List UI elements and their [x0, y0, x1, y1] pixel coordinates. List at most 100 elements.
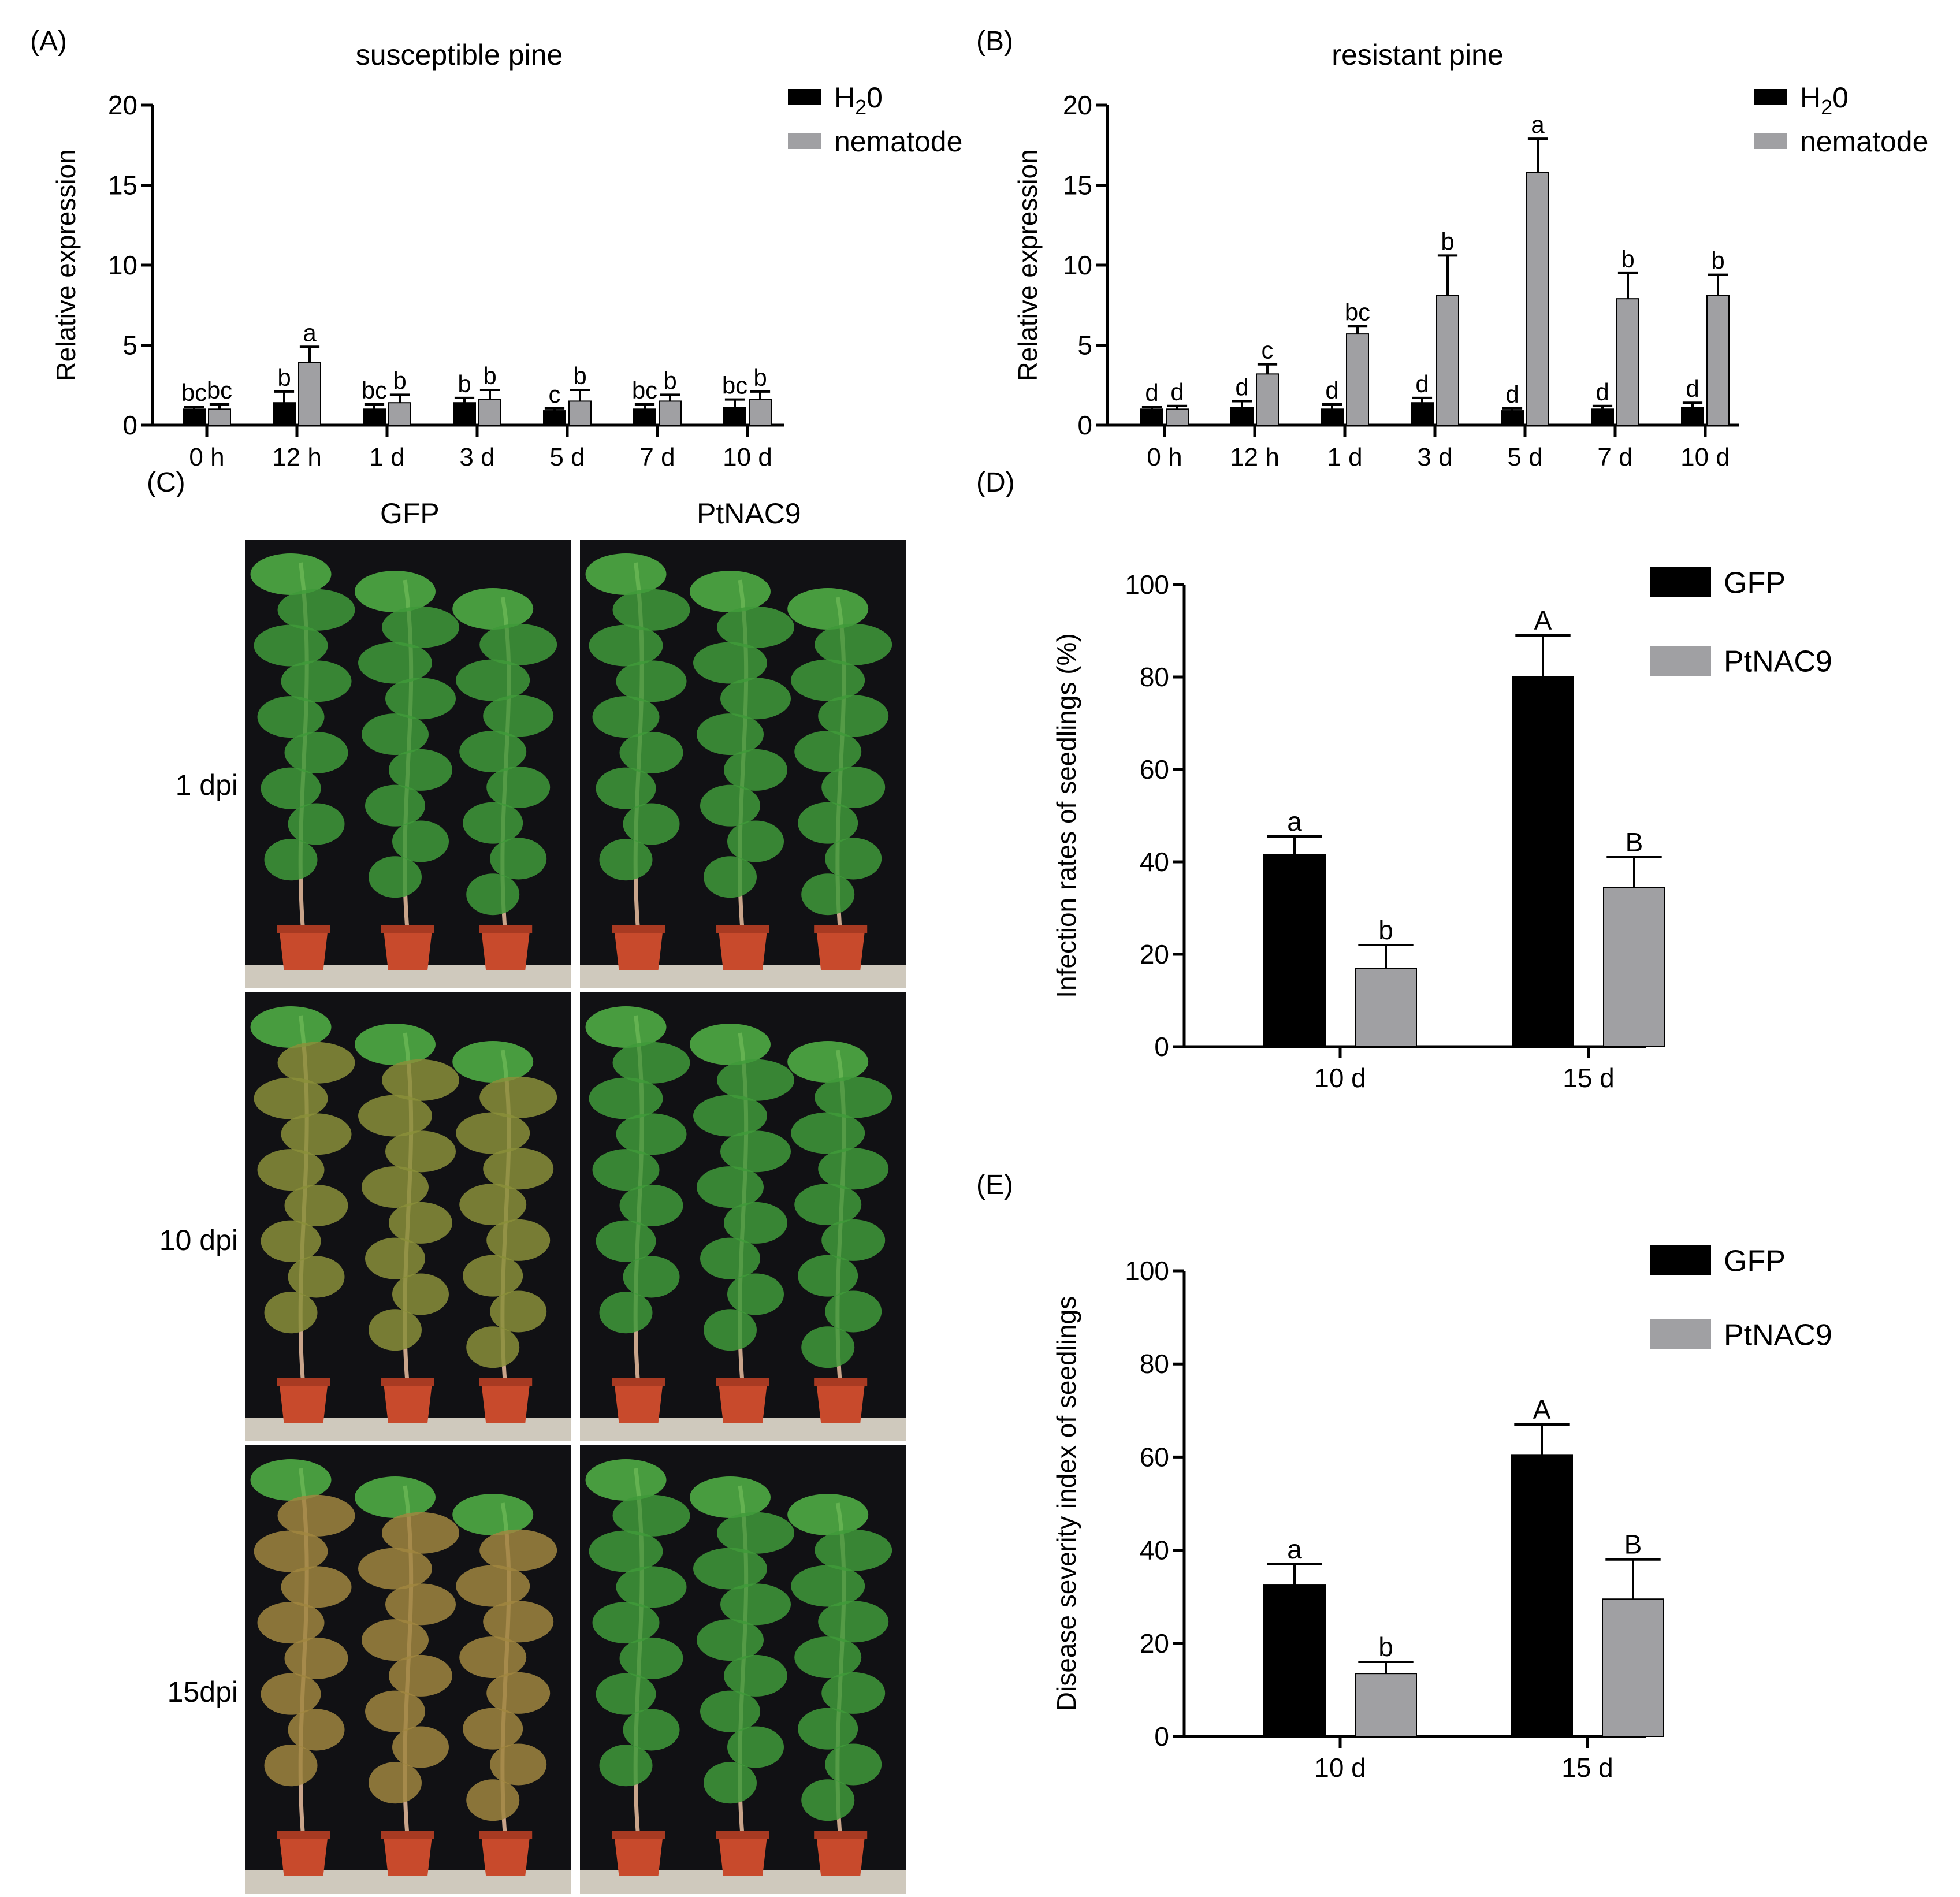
x-tick-label: 15 d: [1563, 1063, 1615, 1093]
chart-a: susceptible pine 0 5 10 15 20 Relative express…: [51, 39, 962, 471]
legend-swatch: [788, 89, 821, 105]
significance-label: d: [1325, 377, 1338, 404]
bar: [1166, 408, 1189, 426]
significance-label: b: [1621, 246, 1634, 273]
significance-label: A: [1533, 1394, 1551, 1424]
x-tick-label: 3 d: [459, 443, 494, 471]
bar: [1616, 298, 1639, 426]
significance-label: b: [483, 362, 496, 389]
x-tick-label: 7 d: [1597, 443, 1632, 471]
x-tick-label: 10 d: [1314, 1753, 1366, 1783]
bar: [298, 362, 321, 426]
bar: [363, 408, 386, 426]
y-tick-label: 0: [1154, 1032, 1169, 1062]
significance-label: a: [1531, 111, 1545, 138]
legend-label: nematode: [1800, 125, 1928, 158]
photo-row-label-10dpi: 10 dpi: [159, 1224, 238, 1256]
significance-label: bc: [722, 372, 747, 399]
bar: [659, 400, 682, 426]
significance-label: b: [1378, 1632, 1393, 1662]
x-tick-label: 15 d: [1561, 1753, 1613, 1783]
significance-label: B: [1626, 827, 1643, 857]
significance-label: d: [1686, 375, 1699, 402]
bar: [1591, 408, 1614, 426]
legend-label: H20: [834, 81, 883, 119]
bar: [273, 402, 296, 426]
significance-label: c: [549, 381, 561, 408]
legend-label: GFP: [1724, 1245, 1786, 1278]
significance-label: d: [1170, 378, 1184, 406]
bar: [1411, 402, 1434, 426]
y-axis-label: Infection rates of seedlings (%): [1051, 633, 1081, 998]
panel-letter-a: (A): [30, 26, 67, 57]
seedling-photo: [580, 1445, 906, 1894]
significance-label: b: [393, 367, 406, 394]
bar: [1681, 407, 1704, 426]
significance-label: b: [573, 362, 586, 389]
bar: [208, 408, 231, 426]
chart-title: susceptible pine: [356, 39, 563, 71]
y-axis-label: Relative expression: [51, 149, 81, 381]
significance-label: b: [458, 370, 471, 397]
significance-label: c: [1262, 337, 1274, 364]
seedling-photo: [580, 540, 906, 988]
y-tick-label: 60: [1140, 754, 1169, 784]
significance-label: b: [1378, 915, 1393, 945]
seedling-photo: [245, 540, 571, 988]
seedling-photo: [245, 992, 571, 1441]
bar: [1140, 408, 1163, 426]
legend-label: PtNAC9: [1724, 1319, 1832, 1352]
chart-d: 0 20 40 60 80 100 Infection rates of seedlings…: [1051, 567, 1832, 1093]
photo-column-header-gfp: GFP: [380, 497, 440, 530]
bar: [1263, 854, 1326, 1047]
bar: [1230, 407, 1254, 426]
y-tick-label: 20: [108, 90, 137, 120]
x-tick-label: 7 d: [639, 443, 675, 471]
bar: [1436, 295, 1459, 426]
y-tick-label: 20: [1140, 1628, 1169, 1658]
bar: [1526, 172, 1549, 426]
y-axis-label: Disease severity index of seedlings: [1051, 1296, 1081, 1711]
y-tick-label: 60: [1140, 1442, 1169, 1472]
bar: [568, 400, 592, 426]
significance-label: d: [1415, 370, 1429, 397]
bar: [1706, 295, 1730, 426]
significance-label: d: [1145, 379, 1158, 406]
y-axis-label: Relative expression: [1013, 149, 1043, 381]
y-tick-label: 5: [122, 330, 137, 360]
y-tick-label: 10: [108, 250, 137, 280]
significance-label: bc: [1345, 298, 1370, 325]
chart-title: resistant pine: [1332, 39, 1503, 71]
significance-label: b: [277, 364, 291, 391]
y-tick-label: 15: [1063, 170, 1092, 200]
seedling-photo: [245, 1445, 571, 1894]
bar: [1256, 373, 1279, 426]
x-tick-label: 12 h: [272, 443, 322, 471]
y-tick-label: 15: [108, 170, 137, 200]
photo-column-header-ptnac9: PtNAC9: [697, 497, 801, 530]
bar: [1263, 1584, 1326, 1738]
y-tick-label: 5: [1077, 330, 1092, 360]
y-tick-label: 80: [1140, 662, 1169, 692]
x-tick-label: 0 h: [189, 443, 224, 471]
legend-label: GFP: [1724, 567, 1786, 600]
legend-swatch: [1650, 1319, 1711, 1349]
significance-label: d: [1505, 381, 1519, 408]
x-tick-label: 5 d: [1507, 443, 1542, 471]
bar: [1355, 1673, 1417, 1737]
panel-letter-e: (E): [976, 1170, 1013, 1200]
legend-swatch: [1650, 646, 1711, 676]
y-tick-label: 100: [1125, 570, 1169, 600]
y-tick-label: 10: [1063, 250, 1092, 280]
chart-b: resistant pine 0 5 10 15 20 Relative expressio…: [1013, 39, 1928, 471]
x-tick-label: 10 d: [1314, 1063, 1366, 1093]
y-tick-label: 20: [1140, 939, 1169, 969]
significance-label: bc: [181, 379, 207, 406]
bar: [1602, 1598, 1664, 1737]
y-tick-label: 20: [1063, 90, 1092, 120]
significance-label: bc: [207, 377, 232, 404]
y-tick-label: 100: [1125, 1256, 1169, 1286]
y-tick-label: 0: [122, 410, 137, 440]
significance-label: bc: [632, 377, 657, 404]
bar: [543, 410, 566, 426]
